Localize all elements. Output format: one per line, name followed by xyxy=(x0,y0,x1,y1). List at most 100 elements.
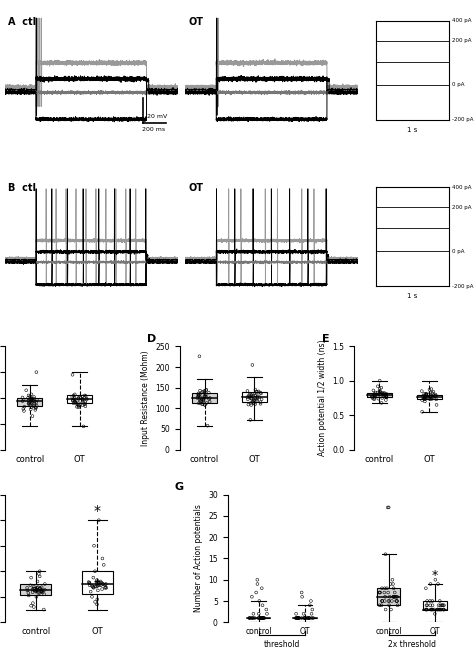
Point xyxy=(70,394,77,404)
Point xyxy=(98,584,106,594)
Point xyxy=(256,397,264,407)
Point xyxy=(19,396,27,406)
Text: D: D xyxy=(147,334,156,344)
Point xyxy=(295,613,302,624)
Point xyxy=(30,393,37,404)
Point xyxy=(368,391,376,402)
Point xyxy=(422,604,430,615)
Point xyxy=(32,402,40,412)
Point xyxy=(422,583,429,594)
Point xyxy=(250,608,257,619)
Point xyxy=(101,579,109,590)
Point xyxy=(90,582,97,592)
Point xyxy=(29,395,37,406)
Point xyxy=(196,389,204,399)
Point xyxy=(436,596,444,606)
Point xyxy=(41,579,49,589)
Point xyxy=(422,389,430,399)
Point xyxy=(248,613,256,624)
Point xyxy=(370,385,377,396)
Point xyxy=(382,395,390,405)
Point xyxy=(293,613,301,624)
Point xyxy=(261,613,268,624)
Point xyxy=(34,576,41,587)
Point xyxy=(432,394,440,404)
Point xyxy=(420,393,428,403)
Point xyxy=(385,600,393,610)
Point xyxy=(31,404,39,415)
Point xyxy=(375,587,383,598)
Point xyxy=(374,391,382,401)
Point xyxy=(80,421,87,432)
Point xyxy=(369,393,376,403)
Text: A  ctl: A ctl xyxy=(8,17,36,27)
Bar xyxy=(377,589,401,605)
Point xyxy=(379,388,386,399)
Point xyxy=(196,351,203,361)
Point xyxy=(90,583,97,593)
Point xyxy=(202,391,210,402)
Point xyxy=(205,393,213,404)
Point xyxy=(383,389,390,399)
Point xyxy=(74,393,82,404)
Point xyxy=(371,393,378,403)
Point xyxy=(252,387,260,397)
Point xyxy=(260,613,267,624)
Point xyxy=(423,600,430,610)
Point xyxy=(20,401,28,412)
Point xyxy=(73,396,81,406)
Point xyxy=(244,386,251,397)
Point xyxy=(388,596,396,606)
Point xyxy=(247,390,255,401)
Point xyxy=(294,613,301,624)
Point xyxy=(201,392,209,402)
Point xyxy=(251,395,258,405)
Point xyxy=(310,613,317,624)
Point xyxy=(250,395,257,405)
Point xyxy=(33,401,40,411)
Point xyxy=(258,394,265,404)
Point xyxy=(90,573,97,583)
Point xyxy=(253,387,261,397)
Point xyxy=(198,394,205,404)
Point xyxy=(377,389,384,399)
Point xyxy=(252,393,259,403)
Point xyxy=(432,389,439,400)
Point xyxy=(93,594,101,604)
Point xyxy=(31,585,38,596)
Point xyxy=(248,591,255,602)
Point xyxy=(369,391,377,402)
Point xyxy=(92,581,100,592)
Point xyxy=(200,395,207,405)
Point xyxy=(440,604,447,615)
Point xyxy=(36,583,44,593)
Point xyxy=(376,375,383,386)
Point xyxy=(69,395,76,405)
Point xyxy=(246,393,254,403)
Point xyxy=(73,401,81,412)
Point xyxy=(86,578,93,589)
Point xyxy=(252,390,259,401)
Point xyxy=(73,398,81,408)
Point xyxy=(382,392,390,402)
Point xyxy=(27,573,35,583)
Text: *: * xyxy=(94,504,101,518)
Point xyxy=(29,598,36,608)
Point xyxy=(202,385,210,395)
Point xyxy=(371,390,378,401)
Point xyxy=(428,596,436,606)
Point xyxy=(33,397,40,407)
Point xyxy=(256,392,264,402)
Point xyxy=(196,385,204,396)
Point xyxy=(28,411,36,422)
Point xyxy=(255,386,263,397)
Point xyxy=(31,397,38,407)
Point xyxy=(428,394,435,404)
Point xyxy=(374,389,382,400)
Text: OT: OT xyxy=(189,17,204,27)
Text: 0 pA: 0 pA xyxy=(452,249,464,254)
Text: 1 s: 1 s xyxy=(407,126,418,132)
Point xyxy=(378,596,386,606)
Point xyxy=(308,608,315,619)
Point xyxy=(428,604,436,615)
